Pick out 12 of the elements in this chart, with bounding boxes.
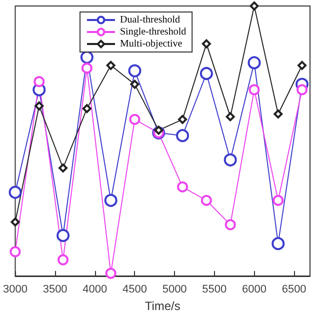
x-tick-label: 4000 — [82, 284, 108, 296]
x-axis-title: Time/s — [144, 299, 180, 313]
legend-label: Single-threshold — [120, 26, 186, 38]
x-tick-label: 5000 — [162, 284, 187, 296]
x-tick-label: 6500 — [282, 284, 306, 296]
x-tick-label: 3000 — [2, 284, 28, 296]
x-tick-label: 4500 — [122, 284, 147, 296]
legend-label: Dual-threshold — [120, 14, 180, 26]
x-tick-label: 3500 — [42, 284, 68, 296]
x-tick-label: 5500 — [202, 284, 227, 296]
legend-label: Multi-objective — [120, 38, 183, 50]
x-tick-label: 6000 — [242, 284, 266, 296]
